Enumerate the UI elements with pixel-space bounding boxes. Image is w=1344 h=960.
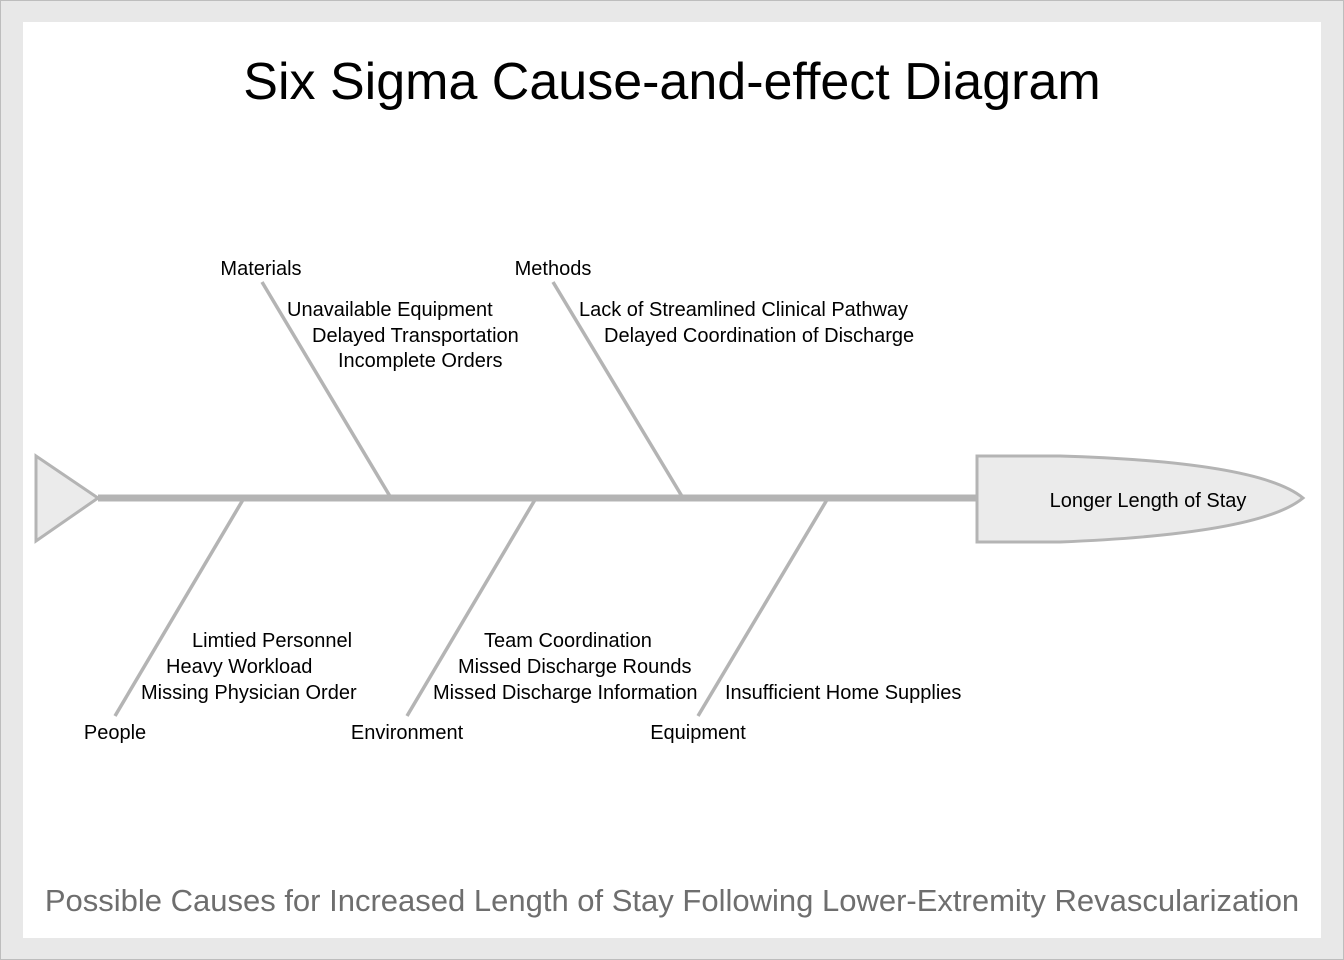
category-label-materials: Materials bbox=[220, 258, 301, 280]
cause-heavy-workload: Heavy Workload bbox=[166, 656, 312, 678]
cause-missing-physician-order: Missing Physician Order bbox=[141, 682, 357, 704]
category-label-people: People bbox=[84, 722, 146, 744]
cause-delayed-coordination: Delayed Coordination of Discharge bbox=[604, 325, 914, 347]
cause-lack-of-clinical-pathway: Lack of Streamlined Clinical Pathway bbox=[579, 299, 908, 321]
cause-missed-discharge-information: Missed Discharge Information bbox=[433, 682, 698, 704]
category-label-methods: Methods bbox=[515, 258, 592, 280]
cause-team-coordination: Team Coordination bbox=[484, 630, 652, 652]
category-label-equipment: Equipment bbox=[650, 722, 746, 744]
bone-people bbox=[113, 497, 246, 717]
bone-environment bbox=[405, 497, 538, 717]
cause-insufficient-home-supplies: Insufficient Home Supplies bbox=[725, 682, 961, 704]
bone-equipment bbox=[696, 497, 830, 717]
fish-tail bbox=[34, 453, 101, 544]
category-label-environment: Environment bbox=[351, 722, 464, 744]
cause-delayed-transportation: Delayed Transportation bbox=[312, 325, 519, 347]
effect-label: Longer Length of Stay bbox=[1050, 490, 1247, 512]
bone-materials bbox=[260, 281, 393, 499]
cause-unavailable-equipment: Unavailable Equipment bbox=[287, 299, 493, 321]
diagram-title: Six Sigma Cause-and-effect Diagram bbox=[243, 53, 1100, 111]
diagram-subtitle: Possible Causes for Increased Length of … bbox=[45, 883, 1299, 918]
cause-incomplete-orders: Incomplete Orders bbox=[338, 350, 503, 372]
cause-missed-discharge-rounds: Missed Discharge Rounds bbox=[458, 656, 691, 678]
cause-limited-personnel: Limtied Personnel bbox=[192, 630, 352, 652]
fish-head bbox=[975, 454, 1306, 544]
bone-methods bbox=[551, 281, 685, 499]
